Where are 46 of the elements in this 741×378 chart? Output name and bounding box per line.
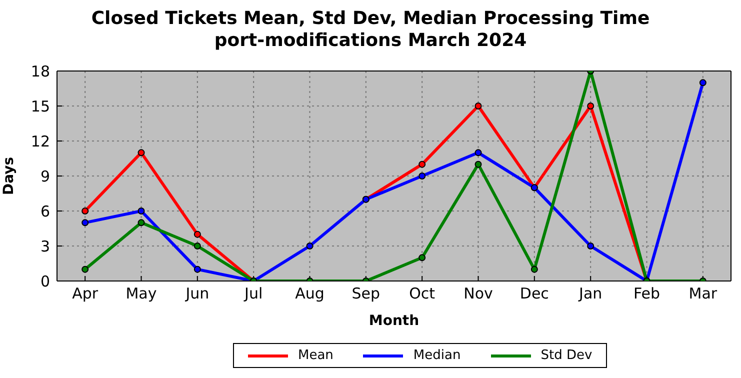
point (587, 242, 594, 250)
y-tick-label: 6 (40, 202, 50, 220)
point (138, 149, 145, 156)
y-axis-title: Days (0, 156, 17, 196)
x-tick-label: Nov (464, 284, 494, 303)
y-tick-label: 18 (30, 62, 50, 80)
point (587, 102, 594, 110)
point (82, 219, 89, 226)
point (530, 266, 538, 273)
x-tick-label: Apr (72, 284, 99, 303)
y-tick-label: 3 (40, 237, 50, 256)
legend-label: Mean (298, 348, 334, 363)
x-tick-label: Feb (633, 284, 660, 303)
point (418, 160, 426, 168)
point (82, 208, 89, 214)
x-tick-label: Oct (409, 284, 436, 303)
x-tick-label: May (126, 284, 157, 303)
y-tick-label: 15 (30, 97, 50, 116)
point (418, 172, 426, 180)
point (418, 254, 426, 262)
legend-label: Median (413, 348, 461, 363)
x-axis-title: Month (368, 313, 420, 329)
x-tick-label: Sep (352, 284, 380, 303)
y-tick-label: 0 (40, 272, 50, 290)
point (138, 219, 145, 226)
point (474, 102, 482, 110)
x-tick-label: Jan (578, 284, 602, 303)
x-tick-label: Mar (688, 284, 718, 303)
chart-subtitle: port-modifications March 2024 (213, 30, 528, 52)
point (474, 149, 482, 156)
y-tick-label: 9 (40, 167, 50, 186)
point (82, 266, 89, 273)
y-tick-label: 12 (30, 132, 50, 150)
point (194, 266, 201, 273)
legend-label: Std Dev (540, 348, 592, 363)
point (699, 79, 706, 86)
point (138, 208, 145, 214)
x-tick-label: Dec (520, 284, 549, 303)
x-tick-label: Jun (184, 284, 210, 303)
chart-title: Closed Tickets Mean, Std Dev, Median Processing Time (90, 8, 651, 30)
x-tick-label: Jul (244, 284, 263, 303)
point (194, 230, 201, 238)
point (474, 160, 482, 168)
point (306, 242, 314, 250)
point (194, 242, 201, 250)
x-tick-label: Aug (295, 284, 324, 303)
